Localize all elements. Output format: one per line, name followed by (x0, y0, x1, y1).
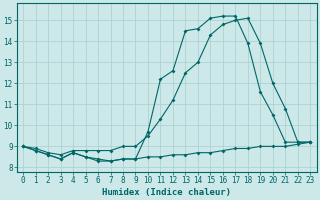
X-axis label: Humidex (Indice chaleur): Humidex (Indice chaleur) (102, 188, 231, 197)
